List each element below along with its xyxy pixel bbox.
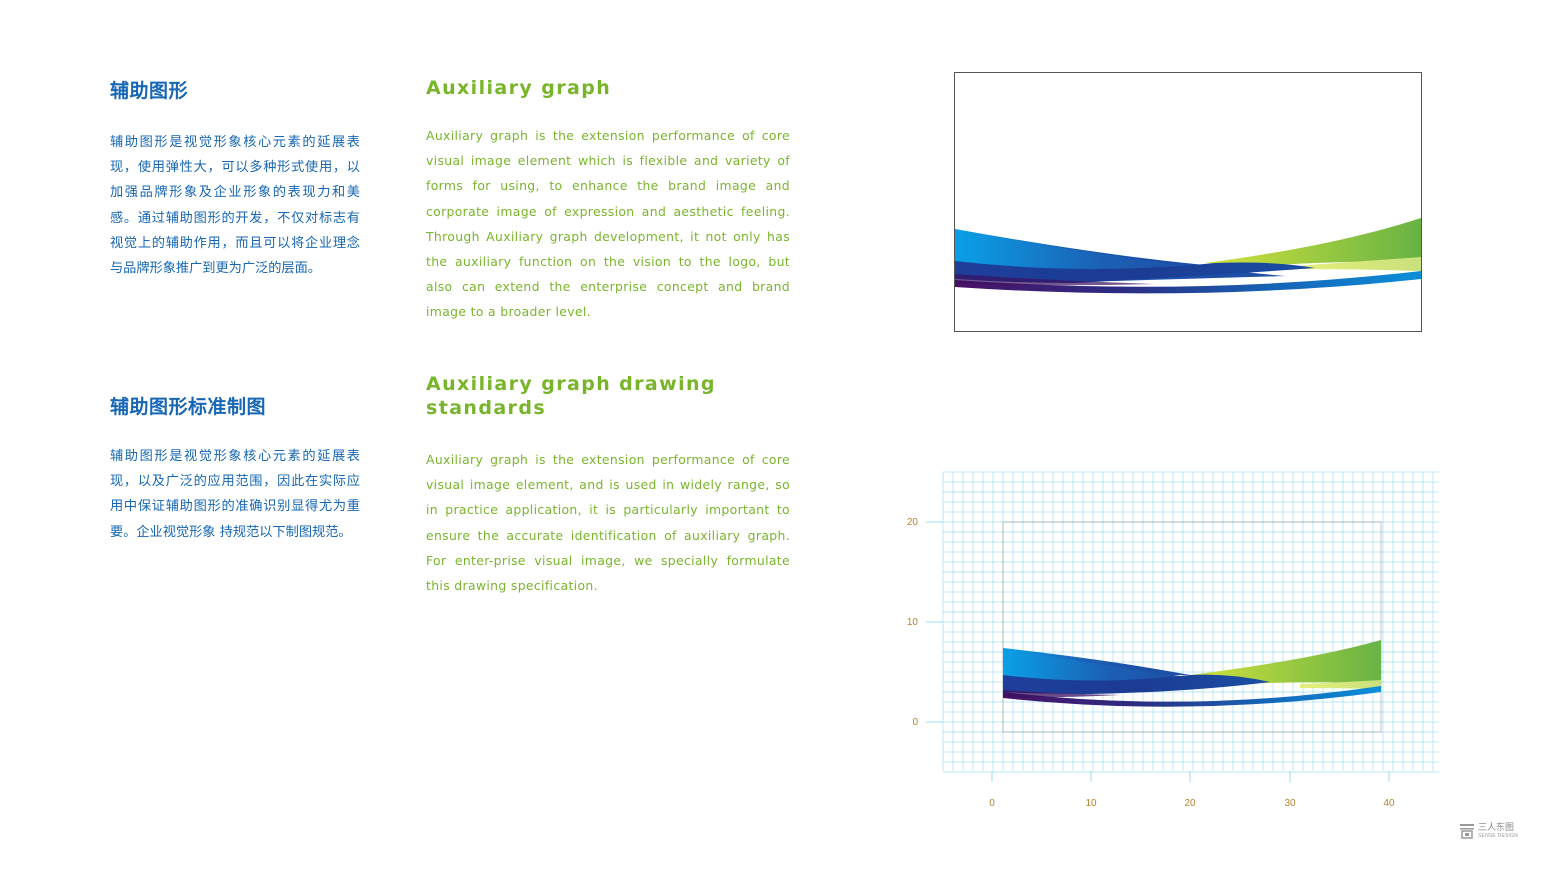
brand-name: 三人东图 xyxy=(1478,823,1515,833)
x-tick-label: 30 xyxy=(1284,798,1296,809)
section-body-en: Auxiliary graph is the extension perform… xyxy=(426,452,790,594)
section-body-zh: 辅助图形是视觉形象核心元素的延展表现，以及广泛的应用范围，因此在实际应用中保证辅… xyxy=(110,449,360,540)
section-title-en: Auxiliary graph drawing standards xyxy=(426,373,716,419)
grid-graphic xyxy=(1003,640,1381,707)
x-tick-label: 40 xyxy=(1383,798,1395,809)
section-title-zh: 辅助图形 xyxy=(110,80,189,102)
y-tick-label: 10 xyxy=(907,617,919,628)
section-title-zh: 辅助图形标准制图 xyxy=(110,396,267,418)
section-title-en: Auxiliary graph xyxy=(426,77,612,99)
grid-bounding-box xyxy=(1002,521,1382,733)
x-tick-label: 10 xyxy=(1085,798,1097,809)
brand-logo: 三人东图 SENSE DESIGN xyxy=(1459,823,1518,839)
section-body-zh: 辅助图形是视觉形象核心元素的延展表现，使用弹性大，可以多种形式使用，以加强品牌形… xyxy=(110,135,360,277)
x-tick-label: 0 xyxy=(989,798,995,809)
auxiliary-graph-illustration xyxy=(955,218,1421,294)
section-drawing-standards-zh: 辅助图形标准制图 辅助图形是视觉形象核心元素的延展表现，以及广泛的应用范围，因此… xyxy=(110,392,360,545)
x-tick-label: 20 xyxy=(1184,798,1196,809)
x-axis-tick-labels: 0 10 20 30 40 xyxy=(989,798,1395,809)
section-auxiliary-en: Auxiliary graph Auxiliary graph is the e… xyxy=(426,76,790,325)
y-axis-tick-labels: 20 10 0 xyxy=(907,517,919,728)
drawing-standard-grid: 0 10 20 30 40 20 10 0 xyxy=(907,471,1439,809)
y-tick-label: 20 xyxy=(907,517,919,528)
y-tick-label: 0 xyxy=(912,717,918,728)
auxiliary-graph-frame xyxy=(954,72,1422,332)
section-auxiliary-zh: 辅助图形 辅助图形是视觉形象核心元素的延展表现，使用弹性大，可以多种形式使用，以… xyxy=(110,76,360,281)
section-drawing-standards-en: Auxiliary graph drawing standards Auxili… xyxy=(426,372,790,598)
section-body-en: Auxiliary graph is the extension perform… xyxy=(426,128,790,320)
brand-subtitle: SENSE DESIGN xyxy=(1478,833,1518,839)
brand-logo-icon xyxy=(1460,824,1474,839)
